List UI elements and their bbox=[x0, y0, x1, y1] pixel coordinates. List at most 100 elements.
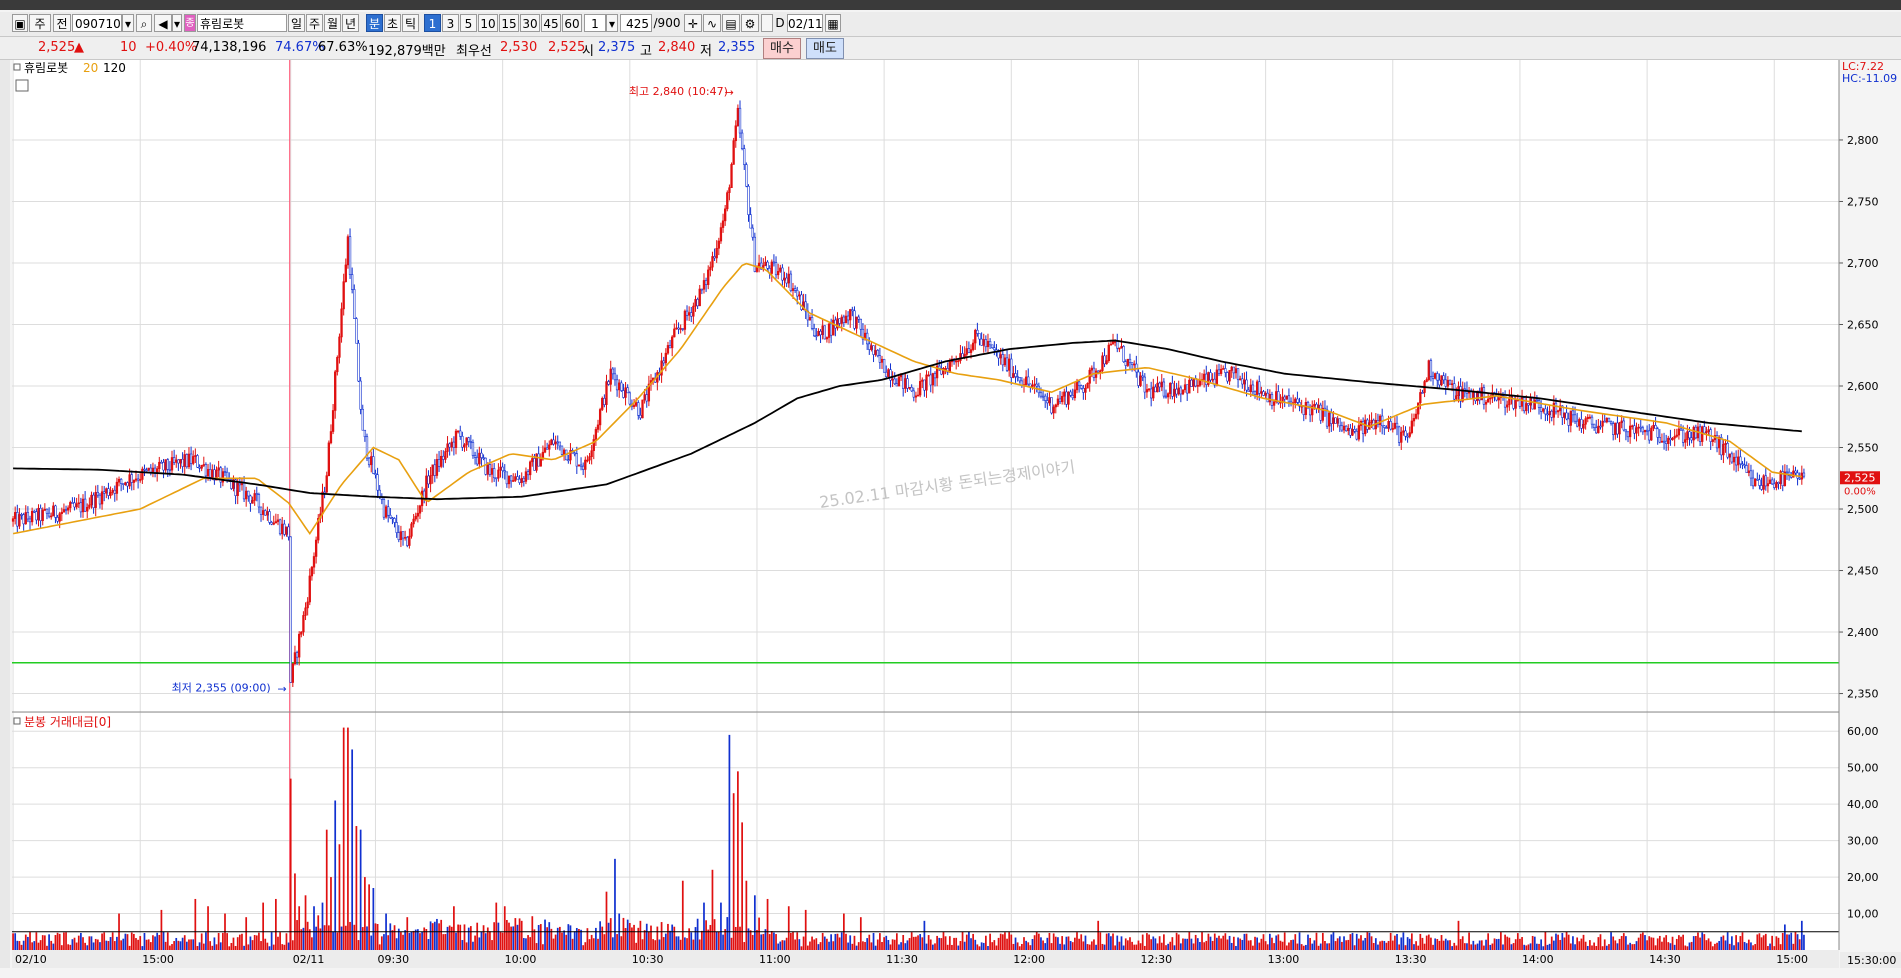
volume-bar bbox=[359, 829, 362, 950]
candle-body bbox=[1304, 402, 1308, 415]
stock-code-input[interactable]: 090710 bbox=[72, 14, 122, 32]
interval-10[interactable]: 10 bbox=[478, 14, 498, 32]
candle-body bbox=[1016, 376, 1019, 378]
buy-button[interactable]: 매수 bbox=[763, 38, 801, 59]
price-chart[interactable]: 25.02.11 마감시황 돈되는경제이야기 최고 2,840 (10:47)→… bbox=[0, 60, 1901, 968]
interval-1[interactable]: 1 bbox=[424, 14, 441, 32]
candle-body bbox=[1035, 383, 1038, 387]
candle-body bbox=[1760, 485, 1763, 490]
volume-bar bbox=[317, 915, 320, 950]
volume-bar bbox=[1597, 937, 1600, 950]
candle-body bbox=[274, 521, 278, 524]
volume-bar bbox=[1601, 946, 1604, 950]
period-tab[interactable]: 주 bbox=[29, 14, 51, 32]
volume-bar bbox=[245, 917, 248, 950]
candle-body bbox=[861, 328, 865, 340]
volume-bar bbox=[756, 929, 758, 950]
candle-body bbox=[50, 515, 53, 518]
sell-button[interactable]: 매도 bbox=[806, 38, 844, 59]
volume-bar bbox=[24, 934, 27, 950]
period-month[interactable]: 월 bbox=[324, 14, 341, 32]
volume-bar bbox=[792, 931, 794, 950]
period-minute[interactable]: 분 bbox=[366, 14, 383, 32]
volume-bar bbox=[285, 933, 288, 950]
volume-bar bbox=[1319, 943, 1322, 950]
indicator-icon[interactable]: ∿ bbox=[703, 14, 721, 32]
save-icon[interactable]: ▤ bbox=[722, 14, 740, 32]
stock-badge: 종 bbox=[184, 14, 196, 32]
volume-bar bbox=[1745, 943, 1748, 950]
candle-body bbox=[906, 378, 909, 389]
chevron-down-icon[interactable]: ▾ bbox=[606, 14, 618, 32]
volume-bar bbox=[1667, 942, 1670, 950]
candle-body bbox=[1743, 464, 1746, 467]
date-input[interactable]: 02/11 bbox=[787, 14, 823, 32]
volume-bar bbox=[493, 922, 496, 950]
candle-body bbox=[1785, 471, 1789, 474]
volume-bar bbox=[982, 942, 985, 950]
volume-bar bbox=[929, 939, 932, 950]
volume-bar bbox=[1143, 945, 1146, 950]
date-checkbox[interactable] bbox=[761, 14, 773, 32]
candle-body bbox=[429, 475, 432, 485]
volume-bar bbox=[622, 917, 625, 950]
crosshair-icon[interactable]: ✛ bbox=[684, 14, 702, 32]
candle-body bbox=[1024, 376, 1028, 385]
candle-body bbox=[1063, 391, 1066, 397]
gear-icon[interactable]: ⚙ bbox=[741, 14, 759, 32]
volume-bar bbox=[1326, 943, 1328, 950]
period-second[interactable]: 초 bbox=[384, 14, 401, 32]
candle-body bbox=[976, 329, 979, 334]
candle-body bbox=[1126, 358, 1130, 366]
candle-body bbox=[406, 537, 409, 546]
bar-count-input[interactable]: 425 bbox=[620, 14, 652, 32]
candle-body bbox=[929, 374, 932, 386]
interval-3[interactable]: 3 bbox=[442, 14, 459, 32]
candle-body bbox=[251, 500, 254, 504]
candle-body bbox=[518, 478, 521, 483]
period-week[interactable]: 주 bbox=[306, 14, 323, 32]
volume-bar bbox=[559, 926, 561, 950]
volume-bar bbox=[400, 932, 402, 950]
volume-bar bbox=[1784, 924, 1786, 950]
interval-30[interactable]: 30 bbox=[520, 14, 540, 32]
volume-bar bbox=[809, 941, 811, 950]
candle-body bbox=[1357, 425, 1361, 440]
interval-15[interactable]: 15 bbox=[499, 14, 519, 32]
open-label: 시 bbox=[582, 44, 594, 59]
candle-body bbox=[745, 164, 748, 187]
interval-select[interactable]: 1 bbox=[584, 14, 606, 32]
speaker-icon[interactable]: ◀ bbox=[154, 14, 172, 32]
candle-body bbox=[1160, 381, 1163, 388]
volume-bar bbox=[1521, 937, 1523, 950]
volume-bar bbox=[870, 942, 873, 950]
period-year[interactable]: 년 bbox=[342, 14, 359, 32]
period-day[interactable]: 일 bbox=[288, 14, 305, 32]
mode-tab[interactable]: 전 bbox=[53, 14, 71, 32]
search-icon[interactable]: ⌕ bbox=[136, 14, 152, 32]
grid-toggle-icon[interactable] bbox=[15, 79, 29, 92]
candle-body bbox=[493, 468, 496, 479]
interval-60[interactable]: 60 bbox=[562, 14, 582, 32]
chevron-down-icon[interactable]: ▾ bbox=[172, 14, 182, 32]
time-tick-label: 10:30 bbox=[632, 953, 664, 966]
volume-bar bbox=[84, 942, 86, 950]
candle-body bbox=[857, 316, 860, 320]
chevron-down-icon[interactable]: ▾ bbox=[122, 14, 134, 32]
volume-bar bbox=[1351, 932, 1354, 950]
volume-bar bbox=[440, 919, 443, 950]
volume-bar bbox=[1709, 941, 1712, 950]
calendar-icon[interactable]: ▦ bbox=[825, 14, 841, 32]
layout-icon[interactable]: ▣ bbox=[12, 14, 28, 32]
candle-body bbox=[1690, 437, 1693, 441]
interval-5[interactable]: 5 bbox=[460, 14, 477, 32]
volume-bar bbox=[643, 930, 646, 950]
volume-bar bbox=[1341, 941, 1343, 950]
volume-bar bbox=[213, 937, 216, 950]
volume-bar bbox=[181, 937, 184, 950]
volume-bar bbox=[720, 902, 722, 950]
interval-45[interactable]: 45 bbox=[541, 14, 561, 32]
volume-bar bbox=[1673, 944, 1676, 950]
period-tick[interactable]: 틱 bbox=[402, 14, 419, 32]
volume-bar bbox=[1733, 945, 1735, 950]
